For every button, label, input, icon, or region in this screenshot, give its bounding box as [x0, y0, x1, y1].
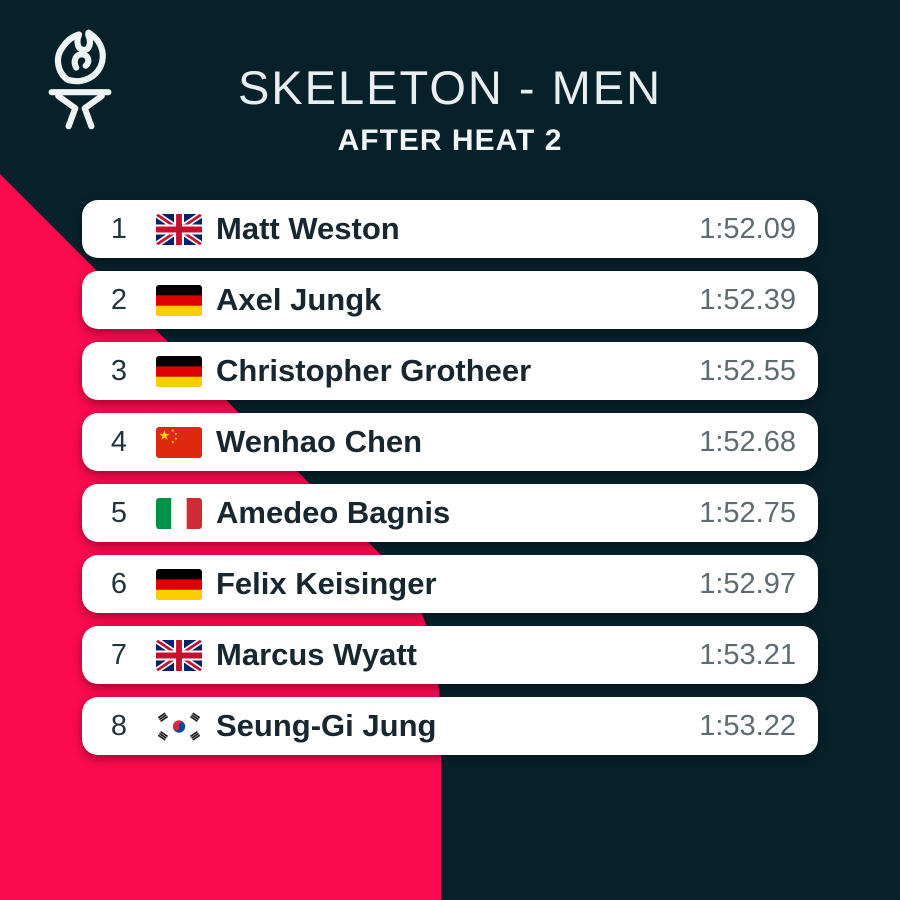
flag-kr-icon	[156, 710, 202, 742]
flag-de-icon	[156, 568, 202, 600]
rank-number: 8	[110, 709, 128, 742]
standings-list: 1 Matt Weston 1:52.09 2 Axel Jungk 1:52.…	[82, 200, 818, 755]
rank-number: 3	[110, 354, 128, 387]
athlete-name: Marcus Wyatt	[216, 637, 417, 672]
athlete-name: Wenhao Chen	[216, 424, 423, 459]
result-time: 1:52.97	[699, 567, 796, 600]
standings-row: 6 Felix Keisinger 1:52.97	[82, 555, 818, 613]
standings-row: 7 Marcus Wyatt 1:53.21	[82, 626, 818, 684]
athlete-name: Matt Weston	[216, 211, 400, 246]
flag-gb-icon	[156, 639, 202, 671]
athlete-name: Amedeo Bagnis	[216, 495, 451, 530]
standings-row: 4 Wenhao Chen 1:52.68	[82, 413, 818, 471]
rank-number: 4	[110, 425, 128, 458]
standings-row: 8 Seung-Gi Jung 1:53.22	[82, 697, 818, 755]
result-time: 1:52.68	[699, 425, 796, 458]
athlete-name: Seung-Gi Jung	[216, 708, 437, 743]
event-title: SKELETON - MEN	[237, 61, 663, 114]
standings-row: 2 Axel Jungk 1:52.39	[82, 271, 818, 329]
rank-number: 6	[110, 567, 128, 600]
rank-number: 7	[110, 638, 128, 671]
flag-cn-icon	[156, 426, 202, 458]
result-time: 1:52.75	[699, 496, 796, 529]
standings-row: 1 Matt Weston 1:52.09	[82, 200, 818, 258]
athlete-name: Felix Keisinger	[216, 566, 437, 601]
flag-de-icon	[156, 355, 202, 387]
standings-row: 5 Amedeo Bagnis 1:52.75	[82, 484, 818, 542]
event-stage: AFTER HEAT 2	[337, 124, 563, 157]
rank-number: 2	[110, 283, 128, 316]
rank-number: 1	[110, 212, 128, 245]
athlete-name: Axel Jungk	[216, 282, 382, 317]
rank-number: 5	[110, 496, 128, 529]
flag-gb-icon	[156, 213, 202, 245]
header: SKELETON - MEN AFTER HEAT 2	[0, 0, 900, 158]
athlete-name: Christopher Grotheer	[216, 353, 532, 388]
result-time: 1:52.09	[699, 212, 796, 245]
result-time: 1:53.22	[699, 709, 796, 742]
flag-de-icon	[156, 284, 202, 316]
result-time: 1:53.21	[699, 638, 796, 671]
torch-icon	[48, 29, 112, 130]
result-time: 1:52.55	[699, 354, 796, 387]
standings-row: 3 Christopher Grotheer 1:52.55	[82, 342, 818, 400]
result-time: 1:52.39	[699, 283, 796, 316]
flag-it-icon	[156, 497, 202, 529]
